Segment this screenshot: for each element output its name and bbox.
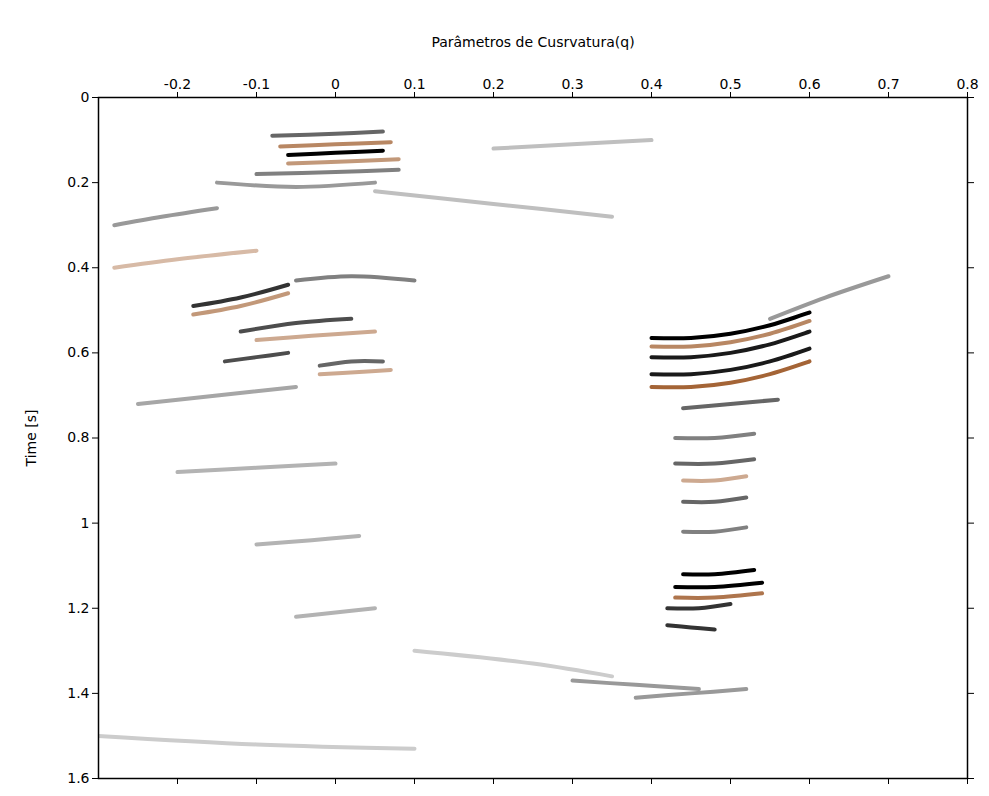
svg-text:1.6: 1.6 <box>67 770 89 786</box>
svg-text:0.1: 0.1 <box>403 76 425 92</box>
svg-text:0: 0 <box>81 89 90 105</box>
svg-text:0: 0 <box>331 76 340 92</box>
svg-text:1.2: 1.2 <box>67 600 89 616</box>
svg-text:0.8: 0.8 <box>956 76 978 92</box>
svg-text:0.8: 0.8 <box>67 429 89 445</box>
svg-text:-0.2: -0.2 <box>164 76 191 92</box>
svg-text:0.4: 0.4 <box>67 259 89 275</box>
svg-text:0.7: 0.7 <box>877 76 899 92</box>
svg-text:Parâmetros de Cusrvatura(q): Parâmetros de Cusrvatura(q) <box>431 34 634 50</box>
svg-text:1.4: 1.4 <box>67 685 89 701</box>
svg-text:0.6: 0.6 <box>67 344 89 360</box>
svg-text:0.2: 0.2 <box>67 174 89 190</box>
svg-text:0.2: 0.2 <box>482 76 504 92</box>
svg-text:-0.1: -0.1 <box>243 76 270 92</box>
svg-text:0.6: 0.6 <box>798 76 820 92</box>
svg-text:0.5: 0.5 <box>719 76 741 92</box>
svg-text:0.3: 0.3 <box>561 76 583 92</box>
svg-text:0.4: 0.4 <box>640 76 662 92</box>
svg-text:Time [s]: Time [s] <box>23 410 39 468</box>
svg-text:1: 1 <box>81 515 90 531</box>
